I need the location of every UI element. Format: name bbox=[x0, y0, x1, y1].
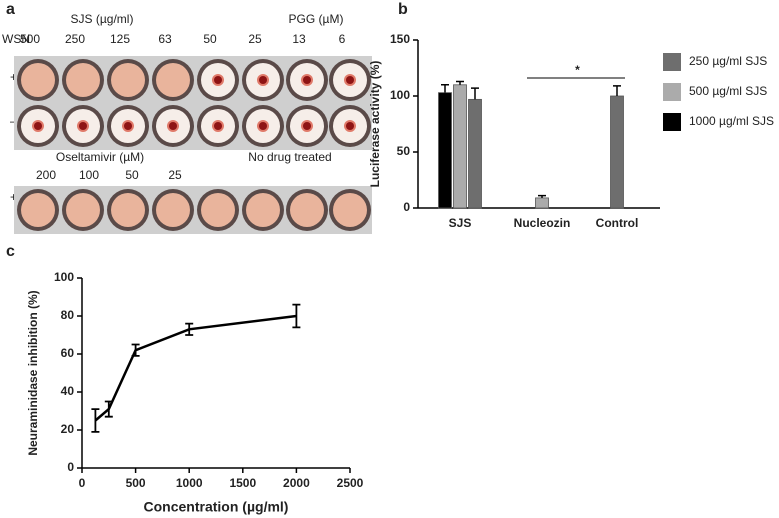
x-tick-label: Nucleozin bbox=[514, 216, 571, 230]
data-line bbox=[94, 314, 297, 422]
group-title: Oseltamivir (µM) bbox=[56, 150, 144, 164]
conc-label: 25 bbox=[248, 32, 262, 46]
y-tick-label: 20 bbox=[61, 422, 75, 436]
error-bar bbox=[456, 80, 464, 85]
well bbox=[246, 193, 280, 227]
legend-label: 1000 µg/ml SJS bbox=[689, 114, 774, 128]
x-tick-label: 2500 bbox=[337, 476, 364, 490]
group-title: No drug treated bbox=[248, 150, 331, 164]
x-tick-label: 1000 bbox=[176, 476, 203, 490]
well bbox=[111, 63, 145, 97]
y-tick-label: 150 bbox=[390, 32, 410, 46]
rbc-button bbox=[214, 76, 222, 84]
rbc-button bbox=[303, 76, 311, 84]
error-bar bbox=[471, 87, 479, 100]
rbc-button bbox=[124, 122, 132, 130]
rbc-button bbox=[259, 76, 267, 84]
well bbox=[21, 193, 55, 227]
rbc-button bbox=[346, 122, 354, 130]
conc-label: 63 bbox=[158, 32, 172, 46]
conc-label: 6 bbox=[339, 32, 346, 46]
x-tick-label: 0 bbox=[79, 476, 86, 490]
well bbox=[333, 193, 367, 227]
error-bar bbox=[91, 408, 100, 433]
well bbox=[290, 193, 324, 227]
rbc-button bbox=[259, 122, 267, 130]
y-tick-label: 40 bbox=[61, 384, 75, 398]
rbc-button bbox=[303, 122, 311, 130]
rbc-button bbox=[79, 122, 87, 130]
y-tick-label: 0 bbox=[67, 460, 74, 474]
group-title: SJS (µg/ml) bbox=[71, 12, 134, 26]
legend-swatch bbox=[663, 53, 681, 71]
conc-label: 125 bbox=[110, 32, 130, 46]
conc-label: 500 bbox=[20, 32, 40, 46]
x-tick-label: 2000 bbox=[283, 476, 310, 490]
x-tick-label: SJS bbox=[449, 216, 472, 230]
conc-label: 100 bbox=[79, 168, 99, 182]
legend-label: 500 µg/ml SJS bbox=[689, 84, 767, 98]
y-tick-label: 100 bbox=[54, 270, 74, 284]
x-tick-label: 500 bbox=[126, 476, 146, 490]
well bbox=[66, 63, 100, 97]
x-axis-label: Concentration (µg/ml) bbox=[144, 499, 289, 515]
error-bar bbox=[613, 85, 621, 96]
y-tick-label: 100 bbox=[390, 88, 410, 102]
legend-label: 250 µg/ml SJS bbox=[689, 54, 767, 68]
well bbox=[156, 63, 190, 97]
conc-label: 13 bbox=[292, 32, 306, 46]
y-tick-label: 50 bbox=[397, 144, 411, 158]
rbc-button bbox=[346, 76, 354, 84]
error-bar bbox=[131, 343, 140, 357]
panel-label: c bbox=[6, 243, 15, 260]
annotation: * bbox=[575, 63, 580, 77]
well bbox=[156, 193, 190, 227]
bar bbox=[610, 95, 624, 209]
error-bar bbox=[441, 84, 449, 93]
row-sign: – bbox=[10, 114, 17, 128]
bar bbox=[468, 98, 482, 209]
rbc-button bbox=[34, 122, 42, 130]
well bbox=[201, 193, 235, 227]
bar bbox=[438, 92, 452, 209]
row-header: WSN bbox=[2, 32, 30, 46]
legend-swatch bbox=[663, 83, 681, 101]
y-tick-label: 80 bbox=[61, 308, 75, 322]
rbc-button bbox=[214, 122, 222, 130]
rbc-button bbox=[169, 122, 177, 130]
y-axis-label: Neuraminidase inhibition (%) bbox=[26, 290, 40, 455]
conc-label: 50 bbox=[125, 168, 139, 182]
conc-label: 250 bbox=[65, 32, 85, 46]
x-tick-label: 1500 bbox=[229, 476, 256, 490]
bar bbox=[453, 84, 467, 209]
conc-label: 50 bbox=[203, 32, 217, 46]
bar bbox=[535, 197, 549, 209]
error-bar bbox=[292, 303, 301, 329]
panel-label: b bbox=[398, 1, 408, 18]
well bbox=[66, 193, 100, 227]
well bbox=[111, 193, 145, 227]
row-sign: + bbox=[10, 70, 17, 84]
x-tick-label: Control bbox=[596, 216, 639, 230]
conc-label: 25 bbox=[168, 168, 182, 182]
error-bar bbox=[185, 322, 194, 336]
y-axis-label: Luciferase activity (%) bbox=[368, 61, 382, 188]
assay-photo bbox=[14, 56, 372, 234]
error-bar bbox=[538, 194, 546, 198]
conc-label: 200 bbox=[36, 168, 56, 182]
error-bar bbox=[104, 400, 113, 418]
well bbox=[21, 63, 55, 97]
legend-swatch bbox=[663, 113, 681, 131]
y-tick-label: 0 bbox=[403, 200, 410, 214]
y-tick-label: 60 bbox=[61, 346, 75, 360]
row-sign: + bbox=[10, 190, 17, 204]
panel-label: a bbox=[6, 1, 15, 18]
group-title: PGG (µM) bbox=[289, 12, 344, 26]
